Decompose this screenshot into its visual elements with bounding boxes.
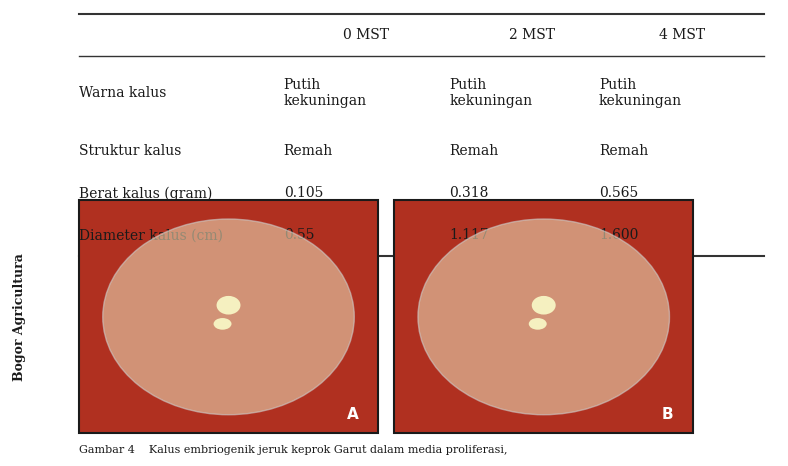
Text: Putih
kekuningan: Putih kekuningan: [599, 78, 682, 108]
Text: Warna kalus: Warna kalus: [79, 86, 166, 100]
Text: 0.565: 0.565: [599, 186, 638, 200]
Text: 0.318: 0.318: [449, 186, 489, 200]
Text: Putih
kekuningan: Putih kekuningan: [449, 78, 532, 108]
Text: 0.105: 0.105: [284, 186, 323, 200]
Text: A: A: [347, 407, 359, 422]
Ellipse shape: [529, 318, 547, 330]
Text: 0.55: 0.55: [284, 228, 314, 242]
Text: Diameter kalus (cm): Diameter kalus (cm): [79, 228, 223, 242]
Text: 2 MST: 2 MST: [509, 28, 555, 42]
Text: 1.600: 1.600: [599, 228, 638, 242]
Text: Remah: Remah: [599, 144, 648, 158]
Text: Berat kalus (gram): Berat kalus (gram): [79, 186, 212, 200]
Text: 0 MST: 0 MST: [344, 28, 389, 42]
Ellipse shape: [214, 318, 232, 330]
Bar: [394, 200, 693, 433]
Text: Bogor Agricultura: Bogor Agricultura: [13, 253, 26, 381]
Ellipse shape: [217, 296, 240, 315]
Ellipse shape: [418, 219, 670, 415]
Bar: [79, 200, 378, 433]
Text: Remah: Remah: [284, 144, 333, 158]
Text: Gambar 4    Kalus embriogenik jeruk keprok Garut dalam media proliferasi,: Gambar 4 Kalus embriogenik jeruk keprok …: [79, 445, 507, 455]
Text: 4 MST: 4 MST: [659, 28, 704, 42]
Text: B: B: [662, 407, 674, 422]
Text: Putih
kekuningan: Putih kekuningan: [284, 78, 366, 108]
Text: Remah: Remah: [449, 144, 498, 158]
Text: Struktur kalus: Struktur kalus: [79, 144, 181, 158]
Text: 1.117: 1.117: [449, 228, 489, 242]
Ellipse shape: [532, 296, 556, 315]
Ellipse shape: [102, 219, 355, 415]
